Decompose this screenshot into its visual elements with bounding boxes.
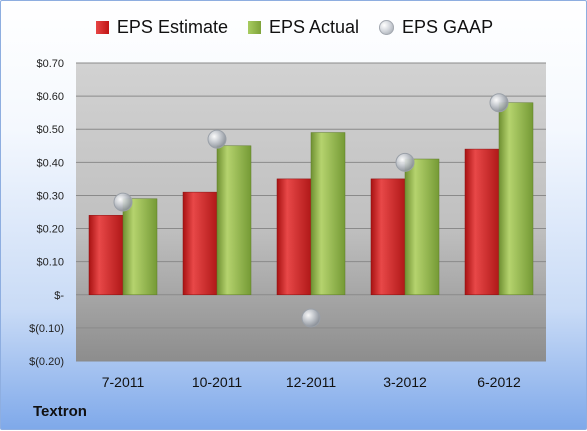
y-tick-label: $(0.10) [29,323,64,335]
bar-eps-actual [498,102,534,296]
x-tick-label: 3-2012 [383,374,427,390]
marker-eps-gaap [301,308,321,328]
bar-eps-actual [122,198,158,296]
bar-eps-estimate [370,178,406,296]
legend-label-actual: EPS Actual [268,17,360,37]
legend-swatch-actual [247,21,261,34]
chart-legend: EPS Estimate EPS Actual EPS GAAP [1,17,587,38]
company-name: Textron [33,403,87,420]
bar-eps-estimate [88,215,124,296]
marker-eps-gaap [489,93,509,113]
legend-swatch-estimate [95,21,109,34]
y-tick-label: $(0.20) [29,356,64,368]
marker-eps-gaap [113,192,133,212]
y-tick-label: $0.50 [36,124,64,136]
y-tick-label: $0.40 [36,157,64,169]
y-tick-label: $- [54,290,64,302]
bar-eps-estimate [182,191,218,296]
legend-item-actual: EPS Actual [247,17,360,38]
legend-item-estimate: EPS Estimate [95,17,228,38]
bar-eps-estimate [464,148,500,296]
x-tick-label: 6-2012 [477,374,521,390]
bar-eps-actual [404,158,440,296]
bar-eps-actual [216,145,252,296]
legend-item-gaap: EPS GAAP [379,17,493,38]
y-tick-label: $0.20 [36,224,64,236]
y-tick-label: $0.10 [36,257,64,269]
legend-label-gaap: EPS GAAP [402,17,494,37]
marker-eps-gaap [207,129,227,149]
bar-eps-actual [310,132,346,296]
y-tick-label: $0.60 [36,91,64,103]
legend-label-estimate: EPS Estimate [116,17,228,37]
x-tick-label: 12-2011 [286,374,337,390]
y-tick-label: $0.30 [36,190,64,202]
y-tick-label: $0.70 [36,58,64,70]
x-tick-label: 7-2011 [102,374,145,390]
marker-eps-gaap [395,152,415,172]
legend-swatch-gaap [379,20,395,35]
x-tick-label: 10-2011 [192,374,243,390]
bar-eps-estimate [276,178,312,296]
